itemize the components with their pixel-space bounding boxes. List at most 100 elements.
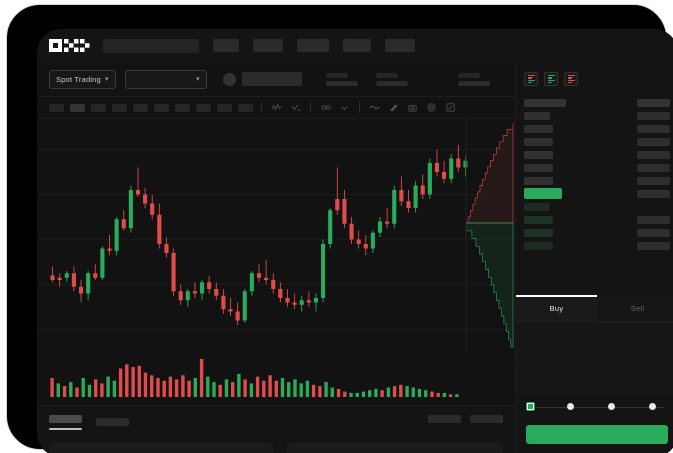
ob-mode-bids-icon[interactable] [544, 72, 558, 86]
ticker-stat-2 [375, 72, 408, 86]
line-chart-icon[interactable] [368, 101, 381, 114]
trading-pair-select[interactable]: ▾ [124, 69, 207, 89]
toolbar-divider-2 [310, 102, 311, 113]
nav-item-3[interactable] [297, 39, 329, 52]
ticker-stat-1 [325, 72, 358, 86]
tab-buy[interactable]: Buy [516, 295, 597, 321]
nav-item-2[interactable] [253, 39, 283, 52]
pair-avatar [222, 72, 236, 86]
amount-field[interactable] [516, 343, 673, 368]
timeframe-8[interactable] [196, 103, 211, 112]
chevron-down-icon: ▾ [195, 75, 200, 83]
tab-order-history[interactable] [96, 418, 129, 427]
chevron-down-icon[interactable] [338, 101, 351, 114]
compare-icon[interactable] [289, 101, 302, 114]
timer-icon[interactable] [425, 101, 438, 114]
top-navigation-bar [37, 29, 673, 62]
volume-chart [37, 351, 515, 405]
ob-mode-both-icon[interactable] [524, 72, 538, 86]
orderbook-bid-row[interactable] [524, 200, 670, 213]
nav-item-5[interactable] [385, 39, 415, 52]
tab-sell-label: Sell [630, 304, 645, 313]
timeframe-1[interactable] [49, 103, 64, 112]
chart-gridline [37, 239, 515, 240]
chart-toolbar [37, 97, 515, 119]
timeframe-5[interactable] [133, 103, 148, 112]
candlestick-series [50, 145, 468, 325]
toolbar-divider [261, 102, 262, 113]
bottom-actions [428, 415, 503, 423]
toolbar-divider-3 [359, 102, 360, 113]
slider-track [530, 407, 664, 408]
timeframe-4[interactable] [112, 103, 127, 112]
orderbook-rows[interactable] [516, 94, 673, 290]
timeframe-7[interactable] [175, 103, 190, 112]
slider-node-50[interactable] [608, 403, 615, 410]
chevron-down-icon: ▾ [104, 75, 109, 83]
tab-buy-label: Buy [549, 304, 564, 313]
action-1[interactable] [428, 415, 461, 423]
camera-icon[interactable] [406, 101, 419, 114]
orderbook-bid-row[interactable] [524, 239, 670, 252]
device-bezel: Spot Trading ▾ ▾ [6, 4, 673, 453]
app-screen: Spot Trading ▾ ▾ [37, 29, 673, 453]
panel-right[interactable] [287, 442, 503, 453]
slider-node-25[interactable] [567, 403, 574, 410]
fullscreen-icon[interactable] [444, 101, 457, 114]
tab-order-history-label [96, 418, 129, 427]
timeframe-6[interactable] [154, 103, 169, 112]
depth-overlay [465, 119, 514, 351]
timeframe-2[interactable] [70, 103, 85, 112]
orderbook-ask-row[interactable] [524, 122, 670, 135]
orderbook-bid-row[interactable] [524, 226, 670, 239]
timeframe-9[interactable] [217, 103, 232, 112]
amount-percent-slider[interactable] [526, 397, 668, 419]
settings-alt-icon[interactable] [319, 101, 332, 114]
price-chart[interactable] [37, 119, 515, 351]
orderbook-mode-toggles [516, 62, 673, 94]
slider-node-75[interactable] [649, 403, 656, 410]
orderbook-ask-row[interactable] [524, 109, 670, 122]
bottom-tabs [37, 406, 515, 430]
ob-mode-asks-icon[interactable] [564, 72, 578, 86]
nav-item-1[interactable] [213, 39, 239, 52]
tab-active-underline [49, 428, 82, 430]
okx-logo[interactable] [49, 39, 91, 52]
okx-logo-glyph [49, 39, 90, 52]
tab-sell[interactable]: Sell [597, 296, 673, 321]
magnet-icon[interactable] [387, 101, 400, 114]
indicator-icon[interactable] [270, 101, 283, 114]
orderbook-ask-row[interactable] [524, 161, 670, 174]
submit-buy-button[interactable] [526, 425, 668, 444]
slider-node-0[interactable] [526, 402, 535, 411]
bottom-panel-columns [37, 442, 515, 453]
last-price-display [241, 72, 302, 86]
tab-open-orders-label [49, 415, 82, 423]
global-search-input[interactable] [103, 38, 199, 53]
panel-left[interactable] [49, 442, 273, 453]
orderbook-ask-row[interactable] [524, 174, 670, 187]
tab-open-orders[interactable] [49, 415, 82, 430]
chart-gridline [37, 194, 515, 195]
last-price-row [524, 187, 670, 200]
chart-gridline [37, 329, 515, 330]
chart-gridline [37, 149, 515, 150]
orderbook-header-row [524, 96, 670, 109]
order-form-fields [516, 322, 673, 393]
orderbook-ask-row[interactable] [524, 148, 670, 161]
market-type-dropdown[interactable]: Spot Trading ▾ [49, 69, 116, 89]
action-2[interactable] [470, 415, 503, 423]
timeframe-3[interactable] [91, 103, 106, 112]
orderbook-ask-row[interactable] [524, 135, 670, 148]
market-type-label: Spot Trading [56, 74, 101, 84]
nav-item-4[interactable] [343, 39, 371, 52]
chart-gridline [37, 284, 515, 285]
device-bezel-inner: Spot Trading ▾ ▾ [21, 16, 673, 453]
orderbook-bid-row[interactable] [524, 213, 670, 226]
total-field[interactable] [516, 368, 673, 393]
orderbook-sidebar: Buy Sell [515, 62, 673, 453]
price-field[interactable] [516, 322, 673, 343]
timeframe-10[interactable] [238, 103, 253, 112]
ticker-stat-3 [457, 72, 490, 86]
